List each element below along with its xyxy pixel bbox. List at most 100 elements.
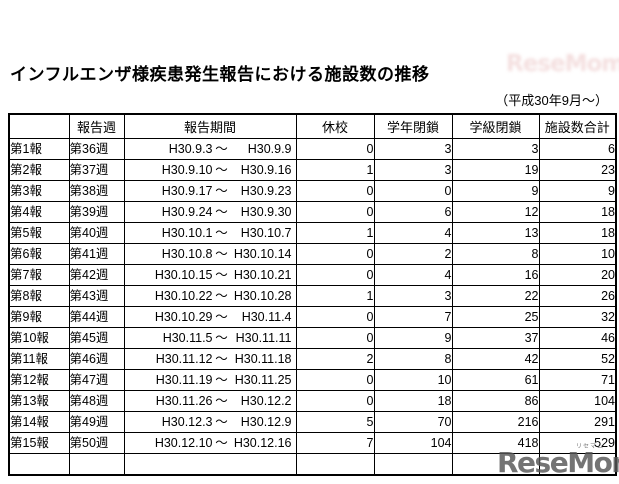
cell-class-closed: 3	[451, 138, 540, 160]
cell-week: 第46週	[68, 348, 125, 370]
cell-report: 第9報	[8, 306, 70, 328]
table-row: 第8報 第43週 H30.10.22 ～ H30.10.28 1 3 22 26	[8, 285, 617, 307]
cell-grade-closed: 4	[373, 264, 453, 286]
period-tilde: ～	[215, 247, 228, 261]
cell-report: 第12報	[8, 369, 70, 391]
table-body: ～ 第1報 第36週 H30.9.3 ～ H30.9.9	[8, 138, 617, 476]
cell-total: 46	[538, 327, 617, 349]
period-tilde: ～	[215, 415, 228, 429]
cell-week: 第47週	[68, 369, 125, 391]
cell-class-closed: 25	[451, 306, 540, 328]
cell-week: 第42週	[68, 264, 125, 286]
cell-grade-closed: 10	[373, 369, 453, 391]
table-row: 第12報 第47週 H30.11.19 ～ H30.11.25 0 10 61 …	[8, 369, 617, 391]
period-end-date: H30.9.23	[240, 184, 292, 198]
table-row: 第9報 第44週 H30.10.29 ～ H30.11.4 0 7 25 32	[8, 306, 617, 328]
cell-grade-closed: 8	[373, 348, 453, 370]
cell-total: 10	[538, 243, 617, 265]
watermark-ruby-label: リセマム	[576, 444, 605, 450]
cell-grade-closed: 7	[373, 306, 453, 328]
header-week: 報告週	[68, 113, 125, 139]
cell-period: H30.9.24 ～ H30.9.30	[123, 201, 297, 223]
cell-class-closed: 9	[451, 180, 540, 202]
period-start-date: H30.10.29	[154, 310, 213, 324]
table-row: 第14報 第49週 H30.12.3 ～ H30.12.9 5 70 216 2…	[8, 411, 617, 433]
cell-week: 第50週	[68, 432, 125, 454]
period-end-date: H30.11.18	[234, 352, 292, 366]
cell-week: 第43週	[68, 285, 125, 307]
header-grade-closed: 学年閉鎖	[373, 113, 453, 139]
cell-period: H30.10.1 ～ H30.10.7	[123, 222, 297, 244]
cell-school-closed: 0	[295, 327, 375, 349]
cell-class-closed: 37	[451, 327, 540, 349]
cell-report: 第15報	[8, 432, 70, 454]
cell-period: H30.11.5 ～ H30.11.11	[123, 327, 297, 349]
cell-report: 第2報	[8, 159, 70, 181]
cell-grade-closed: 3	[373, 159, 453, 181]
cell-total: 9	[538, 180, 617, 202]
cell-week: 第41週	[68, 243, 125, 265]
partial-cutoff-row	[8, 453, 617, 476]
cell-grade-closed: 2	[373, 243, 453, 265]
period-end-date: H30.10.21	[233, 268, 292, 282]
cell-total: 18	[538, 222, 617, 244]
cell-class-closed: 86	[451, 390, 540, 412]
period-note: （平成30年9月～）	[495, 93, 608, 108]
cell-total: 23	[538, 159, 617, 181]
cell-period: H30.11.26 ～ H30.12.2	[123, 390, 297, 412]
period-tilde: ～	[215, 394, 228, 408]
cell-school-closed: 5	[295, 411, 375, 433]
period-start-date: H30.11.19	[155, 373, 213, 387]
table-row: 第13報 第48週 H30.11.26 ～ H30.12.2 0 18 86 1…	[8, 390, 617, 412]
cell-week: 第45週	[68, 327, 125, 349]
cell-school-closed: 0	[295, 138, 375, 160]
table-row: 第10報 第45週 H30.11.5 ～ H30.11.11 0 9 37 46	[8, 327, 617, 349]
cell-period: H30.9.3 ～ H30.9.9	[123, 138, 297, 160]
period-tilde: ～	[215, 163, 228, 177]
table-row: 第11報 第46週 H30.11.12 ～ H30.11.18 2 8 42 5…	[8, 348, 617, 370]
cell-school-closed: 0	[295, 264, 375, 286]
period-tilde: ～	[215, 289, 228, 303]
cell-period: H30.12.10 ～ H30.12.16	[123, 432, 297, 454]
period-end-date: H30.10.14	[233, 247, 292, 261]
period-end-date: H30.11.25	[234, 373, 292, 387]
cell-period: H30.9.10 ～ H30.9.16	[123, 159, 297, 181]
cell-week: 第48週	[68, 390, 125, 412]
cell-total: 52	[538, 348, 617, 370]
cell-grade-closed: 3	[373, 138, 453, 160]
period-start-date: H30.12.3	[161, 415, 213, 429]
cell-grade-closed: 6	[373, 201, 453, 223]
cell-total: 291	[538, 411, 617, 433]
cell-total: 71	[538, 369, 617, 391]
cell-grade-closed: 9	[373, 327, 453, 349]
faint-watermark: ReseMom	[506, 51, 619, 77]
cell-period: H30.10.29 ～ H30.11.4	[123, 306, 297, 328]
period-end-date: H30.9.30	[240, 205, 292, 219]
cell-class-closed: 12	[451, 201, 540, 223]
cell-grade-closed: 4	[373, 222, 453, 244]
header-report	[8, 113, 70, 139]
cell-class-closed: 19	[451, 159, 540, 181]
period-start-date: H30.11.26	[155, 394, 213, 408]
cell-school-closed: 0	[295, 390, 375, 412]
cell-school-closed: 0	[295, 201, 375, 223]
cell-period: H30.10.15 ～ H30.10.21	[123, 264, 297, 286]
cell-week: 第37週	[68, 159, 125, 181]
cell-total: 26	[538, 285, 617, 307]
header-row: 報告週 報告期間 休校 学年閉鎖 学級閉鎖 施設数合計	[8, 113, 617, 139]
cell-report: 第5報	[8, 222, 70, 244]
period-end-date: H30.12.2	[240, 394, 292, 408]
cell-week: 第38週	[68, 180, 125, 202]
cell-report: 第13報	[8, 390, 70, 412]
period-tilde: ～	[215, 184, 228, 198]
cell-class-closed: 418	[451, 432, 540, 454]
cell-total: 20	[538, 264, 617, 286]
cell-week: 第39週	[68, 201, 125, 223]
cell-grade-closed: 104	[373, 432, 453, 454]
period-start-date: H30.11.12	[155, 352, 213, 366]
table-row: 第4報 第39週 H30.9.24 ～ H30.9.30 0 6 12 18	[8, 201, 617, 223]
table-row: 第7報 第42週 H30.10.15 ～ H30.10.21 0 4 16 20	[8, 264, 617, 286]
period-tilde: ～	[215, 352, 228, 366]
cell-report: 第1報	[8, 138, 70, 160]
table-row: 第2報 第37週 H30.9.10 ～ H30.9.16 1 3 19 23	[8, 159, 617, 181]
